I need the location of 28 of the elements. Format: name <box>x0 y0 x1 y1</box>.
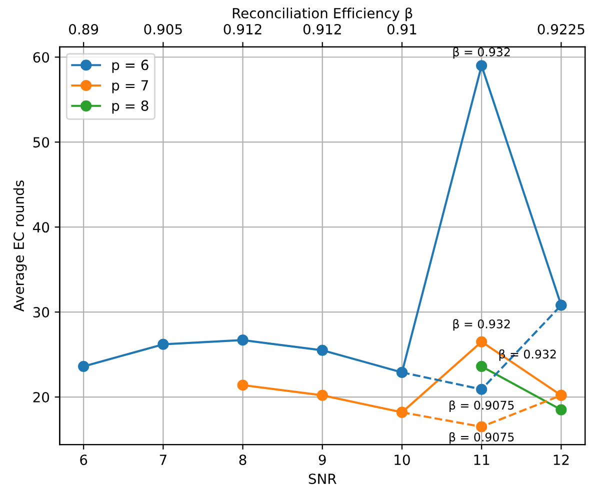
x-axis-title: SNR <box>308 474 336 484</box>
annotation: β = 0.9075 <box>450 400 514 412</box>
y-tick-label: 40 <box>32 222 50 233</box>
y-axis-title: Average EC rounds <box>13 180 27 312</box>
annotation: 0.9225 <box>538 24 584 35</box>
x-tick-label: 7 <box>160 454 166 465</box>
annotation: 0.89 <box>69 24 98 35</box>
x-tick-label: 6 <box>80 454 88 466</box>
y-tick-label: 30 <box>33 307 50 318</box>
annotation: 0.91 <box>387 24 416 35</box>
annotation: β = 0.932 <box>453 319 510 331</box>
x-tick-label: 12 <box>554 454 569 465</box>
annotation: β = 0.9075 <box>450 432 514 444</box>
x2-axis-title: Reconciliation Efficiency β <box>232 8 412 22</box>
x-tick-label: 8 <box>239 454 246 466</box>
legend-label: p = 7 <box>112 80 148 94</box>
annotation: 0.912 <box>303 24 341 35</box>
x-tick-label: 10 <box>394 454 410 466</box>
annotation: β = 0.932 <box>453 47 510 59</box>
x-tick-label: 9 <box>318 454 326 466</box>
y-tick-label: 60 <box>33 52 50 63</box>
annotation: 0.905 <box>144 24 182 35</box>
annotation: 0.912 <box>224 24 262 35</box>
legend-label: p = 6 <box>112 60 148 73</box>
y-tick-label: 20 <box>33 392 50 402</box>
x-tick-label: 11 <box>474 454 490 465</box>
y-tick-label: 50 <box>33 137 50 148</box>
legend-label: p = 8 <box>112 100 148 114</box>
